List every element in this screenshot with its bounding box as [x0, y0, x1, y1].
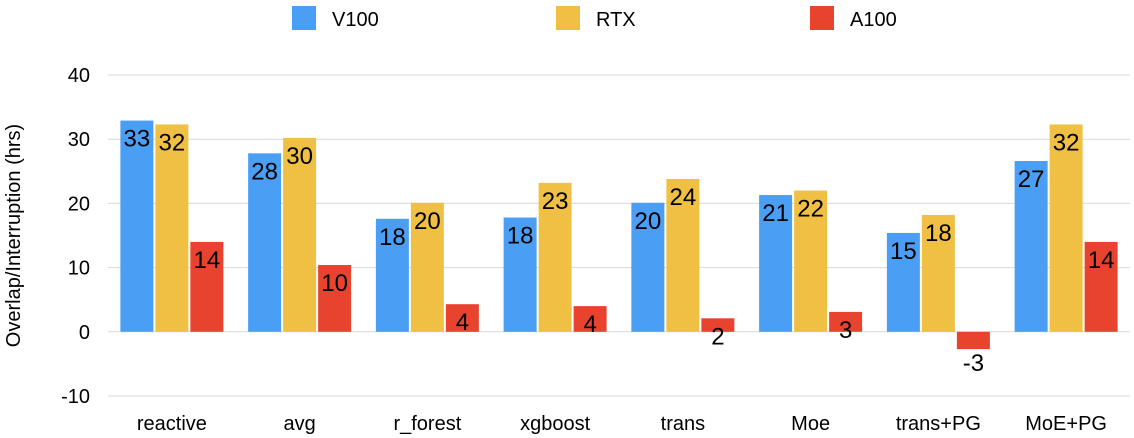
y-axis-ticks: -10 0 10 20 30 40: [61, 65, 90, 408]
bar-a100: [573, 306, 607, 332]
bar-a100: [956, 331, 990, 350]
y-tick-label: 40: [68, 65, 90, 87]
data-label: 32: [1053, 129, 1080, 156]
x-tick-label: avg: [284, 413, 316, 435]
bar-v100: [1014, 161, 1048, 332]
y-tick-label: -10: [61, 386, 90, 408]
data-label: 3: [839, 317, 852, 344]
data-label: 18: [925, 220, 952, 247]
data-label: 30: [286, 143, 313, 170]
data-labels: 33 32 14 28 30 10 18 20 4 18 23 4 20 24 2 21 22 3 15 18 -3 27…: [124, 126, 1115, 378]
legend-label: A100: [850, 9, 897, 31]
data-label: 14: [1088, 247, 1115, 274]
bar-a100: [190, 241, 224, 332]
y-tick-label: 30: [68, 129, 90, 151]
data-label: 14: [194, 247, 221, 274]
x-axis-ticks: reactive avg r_forest xgboost trans Moe trans+…: [137, 413, 1107, 435]
x-tick-label: trans+PG: [896, 413, 981, 435]
data-label: 4: [583, 311, 596, 338]
bar-rtx: [155, 124, 189, 332]
bar-v100: [886, 232, 920, 332]
bar-v100: [248, 153, 282, 332]
bar-a100: [701, 318, 735, 332]
data-label: 2: [711, 323, 724, 350]
data-label: 24: [670, 184, 697, 211]
legend-swatch: [810, 6, 834, 30]
x-tick-label: Moe: [791, 413, 830, 435]
bar-rtx: [794, 190, 828, 332]
bar-v100: [120, 120, 154, 332]
data-label: 18: [379, 224, 406, 251]
y-tick-label: 20: [68, 193, 90, 215]
bar-rtx: [283, 137, 317, 332]
data-label: 20: [635, 208, 662, 235]
data-label: 20: [414, 208, 441, 235]
bars: [120, 120, 1118, 350]
bar-v100: [503, 217, 537, 332]
data-label: 33: [124, 126, 151, 153]
y-tick-label: 10: [68, 258, 90, 280]
x-tick-label: r_forest: [393, 413, 461, 435]
data-label: 23: [542, 188, 569, 215]
data-label: 4: [456, 309, 469, 336]
bar-rtx: [666, 179, 700, 332]
bar-rtx: [921, 214, 955, 332]
x-tick-label: MoE+PG: [1025, 413, 1107, 435]
bar-a100: [318, 265, 352, 332]
y-axis-title: Overlap/Interruption (hrs): [3, 124, 25, 347]
bar-v100: [375, 218, 409, 332]
x-tick-label: xgboost: [520, 413, 590, 435]
data-label: -3: [963, 350, 984, 377]
y-tick-label: 0: [79, 322, 90, 344]
bar-v100: [631, 202, 665, 332]
legend-swatch: [556, 6, 580, 30]
bar-rtx: [538, 182, 572, 332]
bar-rtx: [410, 202, 444, 332]
legend-label: RTX: [596, 9, 636, 31]
data-label: 27: [1018, 166, 1045, 193]
bar-v100: [759, 195, 793, 332]
legend: V100 RTX A100: [292, 6, 897, 31]
bar-a100: [1084, 241, 1118, 332]
data-label: 10: [321, 270, 348, 297]
bar-a100: [829, 311, 863, 332]
x-tick-label: reactive: [137, 413, 207, 435]
bar-rtx: [1049, 124, 1083, 332]
bar-a100: [445, 304, 479, 332]
data-label: 22: [797, 196, 824, 223]
data-label: 32: [159, 129, 186, 156]
data-label: 18: [507, 223, 534, 250]
data-label: 28: [251, 158, 278, 185]
x-tick-label: trans: [661, 413, 705, 435]
data-label: 15: [890, 238, 917, 265]
legend-label: V100: [332, 9, 379, 31]
legend-swatch: [292, 6, 316, 30]
data-label: 21: [762, 200, 789, 227]
